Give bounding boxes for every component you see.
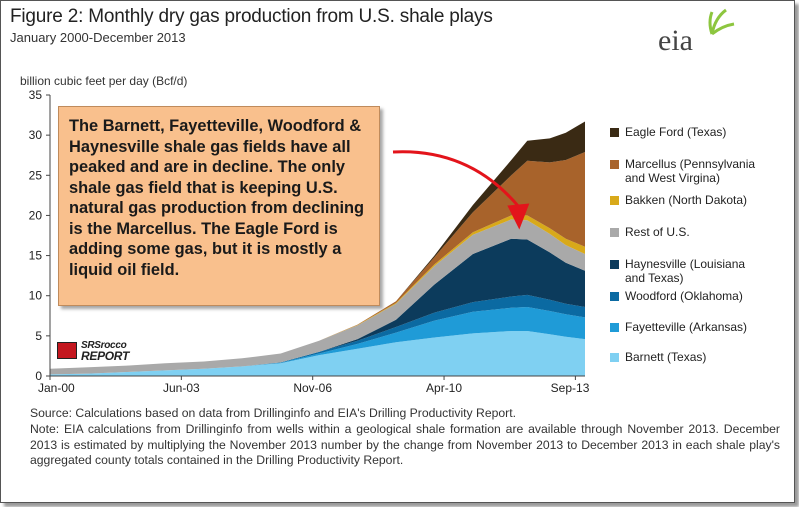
arrow-head [507, 203, 530, 230]
legend-label: Barnett (Texas) [625, 350, 707, 364]
chart-subtitle: January 2000-December 2013 [10, 30, 186, 45]
eia-leaf-icon [708, 8, 735, 36]
y-tick-label: 5 [35, 329, 42, 343]
y-tick-label: 35 [29, 88, 43, 102]
source-note: Source: Calculations based on data from … [30, 406, 516, 420]
legend-swatch [610, 353, 619, 362]
legend-label: Bakken (North Dakota) [625, 193, 748, 207]
legend-label: Haynesville (Louisiana and Texas) [625, 257, 746, 285]
arrow-shaft [392, 150, 521, 209]
y-tick-label: 25 [29, 168, 43, 182]
area-woodford [50, 294, 585, 375]
srrocco-watermark: SRSrocco REPORT [57, 340, 155, 362]
legend-label: Fayetteville (Arkansas) [625, 320, 748, 334]
legend-swatch [610, 323, 619, 332]
srrocco-name: SRSrocco [81, 340, 127, 351]
legend-label: Marcellus (Pennsylvania and West Virgina) [625, 157, 756, 185]
annotation-callout-text: The Barnett, Fayetteville, Woodford & Ha… [69, 117, 365, 279]
eia-logo-text: eia [658, 24, 693, 57]
area-series-group [50, 121, 585, 376]
x-tick-label: Nov-06 [293, 381, 332, 395]
legend-label: Woodford (Oklahoma) [625, 289, 743, 303]
y-tick-label: 20 [29, 208, 43, 222]
legend-swatch [610, 260, 619, 269]
srrocco-badge-icon [57, 342, 77, 359]
x-tick-label: Sep-13 [551, 381, 590, 395]
area-eagleford [50, 121, 585, 369]
legend-label: Eagle Ford (Texas) [625, 125, 727, 139]
area-rest [50, 219, 585, 375]
annotation-callout: The Barnett, Fayetteville, Woodford & Ha… [58, 106, 380, 306]
legend-swatch [610, 160, 619, 169]
x-tick-label: Apr-10 [426, 381, 462, 395]
area-haynesville [50, 238, 585, 375]
y-tick-label: 10 [29, 289, 43, 303]
annotation-arrow [392, 150, 530, 230]
x-tick-label: Jun-03 [163, 381, 200, 395]
srrocco-report: REPORT [81, 349, 129, 363]
footnote: Note: EIA calculations from Drillinginfo… [30, 422, 780, 467]
legend-swatch [610, 228, 619, 237]
legend-swatch [610, 196, 619, 205]
x-tick-label: Jan-00 [38, 381, 75, 395]
area-marcellus [50, 152, 585, 369]
y-tick-label: 30 [29, 128, 43, 142]
eia-leaf-icon-strokes [708, 8, 735, 36]
area-barnett [50, 331, 585, 376]
axes-group: 0 5 10 15 20 25 30 35 Jan-00 Jun-03 Nov-06 Apr-10 Se… [29, 88, 590, 395]
y-tick-label: 15 [29, 249, 43, 263]
chart-title: Figure 2: Monthly dry gas production fro… [10, 6, 493, 27]
y-axis-label: billion cubic feet per day (Bcf/d) [20, 74, 188, 88]
legend-label: Rest of U.S. [625, 225, 690, 239]
legend-swatch [610, 128, 619, 137]
area-fayetteville [50, 307, 585, 375]
y-tick-label: 0 [35, 369, 42, 383]
legend-swatch [610, 292, 619, 301]
